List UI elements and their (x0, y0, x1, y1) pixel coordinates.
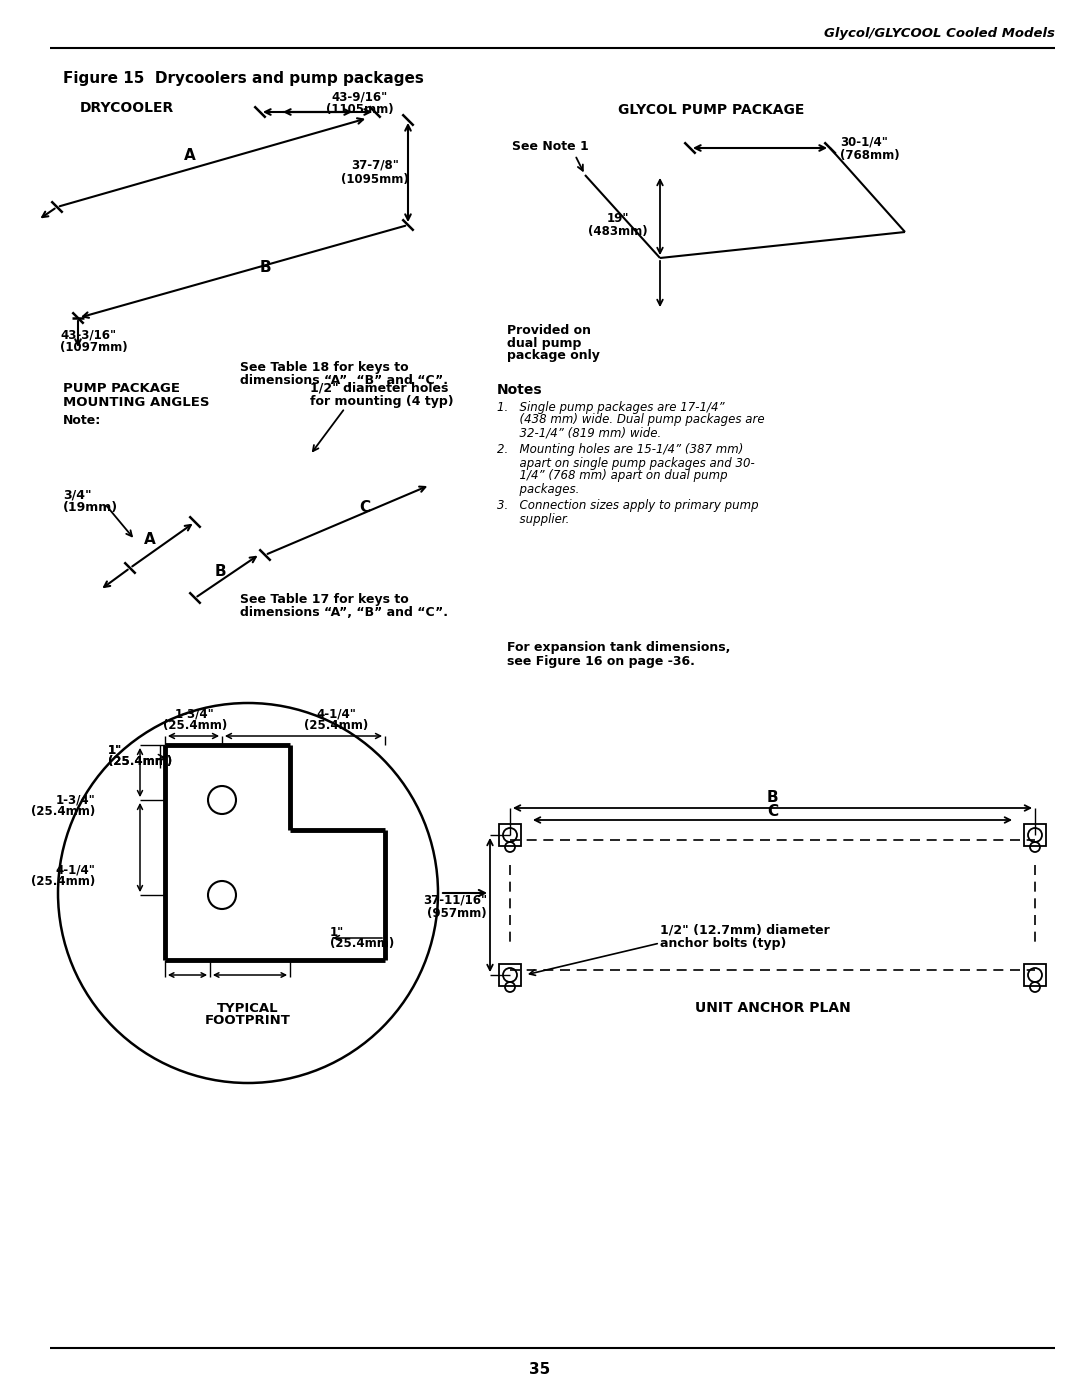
Text: MOUNTING ANGLES: MOUNTING ANGLES (63, 395, 210, 408)
Bar (499, 824, 521, 847)
Text: 1/2" diameter holes: 1/2" diameter holes (310, 381, 448, 394)
Text: GLYCOL PUMP PACKAGE: GLYCOL PUMP PACKAGE (618, 103, 805, 117)
Text: Note:: Note: (63, 414, 102, 426)
Text: packages.: packages. (497, 482, 579, 496)
Text: Figure 15  Drycoolers and pump packages: Figure 15 Drycoolers and pump packages (63, 70, 423, 85)
Text: UNIT ANCHOR PLAN: UNIT ANCHOR PLAN (694, 1002, 850, 1016)
Text: see Figure 16 on page -36.: see Figure 16 on page -36. (507, 655, 694, 668)
Text: 3/4": 3/4" (63, 489, 92, 502)
Text: See Table 18 for keys to: See Table 18 for keys to (240, 362, 408, 374)
Text: PUMP PACKAGE: PUMP PACKAGE (63, 381, 180, 394)
Text: anchor bolts (typ): anchor bolts (typ) (660, 936, 786, 950)
Text: 1/2" (12.7mm) diameter: 1/2" (12.7mm) diameter (660, 923, 829, 936)
Text: A: A (144, 532, 156, 548)
Text: (1097mm): (1097mm) (60, 341, 127, 355)
Text: dimensions “A”, “B” and “C”.: dimensions “A”, “B” and “C”. (240, 374, 448, 387)
Text: 43-9/16": 43-9/16" (332, 91, 388, 103)
Text: A: A (184, 148, 195, 162)
Bar (499, 964, 521, 986)
Text: (768mm): (768mm) (840, 148, 900, 162)
Text: 37-11/16": 37-11/16" (423, 894, 487, 907)
Bar (1024, 964, 1047, 986)
Text: (1105mm): (1105mm) (326, 103, 394, 116)
Text: 30-1/4": 30-1/4" (840, 136, 888, 148)
Text: See Note 1: See Note 1 (512, 141, 589, 154)
Text: 3.   Connection sizes apply to primary pump: 3. Connection sizes apply to primary pum… (497, 500, 758, 513)
Text: 43-3/16": 43-3/16" (60, 328, 117, 341)
Text: (19mm): (19mm) (63, 502, 118, 514)
Text: dual pump: dual pump (507, 337, 581, 349)
Text: See Table 17 for keys to: See Table 17 for keys to (240, 594, 408, 606)
Text: 37-7/8": 37-7/8" (351, 158, 399, 172)
Text: B: B (767, 789, 779, 805)
Text: 1": 1" (108, 743, 122, 757)
Text: (25.4mm): (25.4mm) (163, 719, 227, 732)
Text: for mounting (4 typ): for mounting (4 typ) (310, 394, 454, 408)
Text: (25.4mm): (25.4mm) (108, 756, 172, 768)
Text: dimensions “A”, “B” and “C”.: dimensions “A”, “B” and “C”. (240, 606, 448, 619)
Bar (1024, 824, 1047, 847)
Text: (957mm): (957mm) (428, 907, 487, 919)
Text: 35: 35 (529, 1362, 551, 1377)
Text: Notes: Notes (497, 383, 542, 397)
Text: 2.   Mounting holes are 15-1/4” (387 mm): 2. Mounting holes are 15-1/4” (387 mm) (497, 443, 743, 457)
Text: package only: package only (507, 349, 599, 362)
Text: (25.4mm): (25.4mm) (30, 876, 95, 888)
Text: B: B (259, 260, 271, 275)
Text: C: C (360, 500, 370, 515)
Text: 4-1/4": 4-1/4" (316, 707, 356, 721)
Text: 32-1/4” (819 mm) wide.: 32-1/4” (819 mm) wide. (497, 426, 661, 440)
Text: 1-3/4": 1-3/4" (55, 793, 95, 806)
Text: Glycol/GLYCOOL Cooled Models: Glycol/GLYCOOL Cooled Models (824, 28, 1055, 41)
Text: (25.4mm): (25.4mm) (30, 806, 95, 819)
Text: (1095mm): (1095mm) (341, 172, 409, 186)
Text: 1-3/4": 1-3/4" (175, 707, 215, 721)
Text: apart on single pump packages and 30-: apart on single pump packages and 30- (497, 457, 755, 469)
Text: TYPICAL: TYPICAL (217, 1002, 279, 1014)
Text: Provided on: Provided on (507, 324, 591, 337)
Text: (438 mm) wide. Dual pump packages are: (438 mm) wide. Dual pump packages are (497, 414, 765, 426)
Text: (483mm): (483mm) (589, 225, 648, 237)
Text: DRYCOOLER: DRYCOOLER (80, 101, 174, 115)
Text: 1": 1" (108, 743, 122, 757)
Text: For expansion tank dimensions,: For expansion tank dimensions, (507, 641, 730, 655)
Text: (25.4mm): (25.4mm) (330, 937, 394, 950)
Text: (25.4mm): (25.4mm) (303, 719, 368, 732)
Text: 1": 1" (330, 925, 345, 939)
Text: (25.4mm): (25.4mm) (108, 756, 172, 768)
Text: C: C (767, 805, 778, 820)
Text: 1/4” (768 mm) apart on dual pump: 1/4” (768 mm) apart on dual pump (497, 469, 728, 482)
Text: 4-1/4": 4-1/4" (55, 863, 95, 876)
Text: 19": 19" (607, 211, 630, 225)
Text: B: B (214, 564, 226, 580)
Text: FOOTPRINT: FOOTPRINT (205, 1014, 291, 1028)
Text: supplier.: supplier. (497, 513, 569, 525)
Text: 1.   Single pump packages are 17-1/4”: 1. Single pump packages are 17-1/4” (497, 401, 725, 414)
